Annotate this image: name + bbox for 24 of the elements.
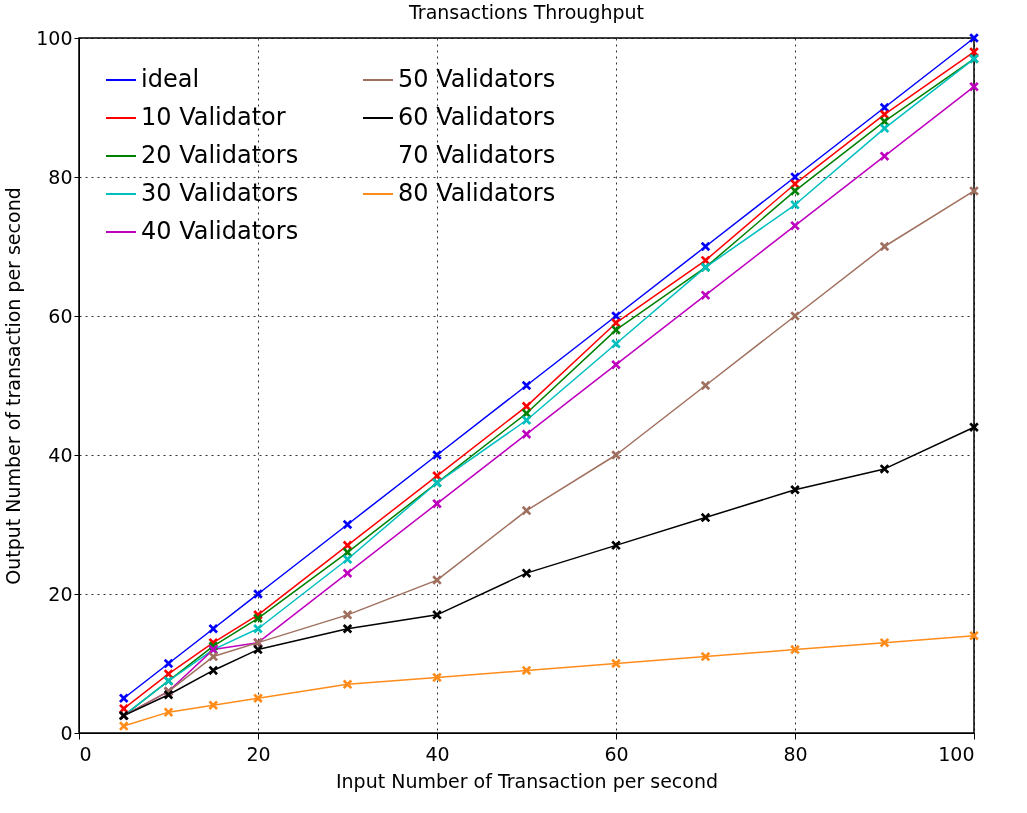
text: 70 Validators [398, 141, 556, 169]
legend-label: 80 Validators [398, 179, 556, 207]
y-tick-label: 20 [48, 582, 73, 605]
y-tick-label: 0 [60, 721, 73, 744]
legend-label: 40 Validators [141, 217, 299, 245]
legend-label: 60 Validators [398, 103, 556, 131]
chart-title: Transactions Throughput [408, 1, 644, 23]
x-tick-label: 60 [604, 742, 629, 765]
y-axis-title: Output Number of transaction per second [2, 187, 25, 585]
y-tick-label: 40 [48, 443, 73, 466]
y-tick-label: 100 [36, 26, 73, 49]
y-tick-label: 80 [48, 165, 73, 188]
x-axis-title: Input Number of Transaction per second [335, 769, 719, 792]
x-tick-label: 20 [246, 742, 271, 765]
legend-label: 50 Validators [398, 65, 556, 93]
legend-label: 20 Validators [141, 141, 299, 169]
x-tick-label: 40 [425, 742, 450, 765]
x-tick-label: 0 [79, 742, 92, 765]
legend-label: 30 Validators [141, 179, 299, 207]
y-tick-label: 60 [48, 304, 73, 327]
legend-label: ideal [141, 65, 200, 93]
legend-label: 10 Validator [141, 103, 286, 131]
x-tick-label: 100 [938, 742, 975, 765]
x-tick-label: 80 [783, 742, 808, 765]
